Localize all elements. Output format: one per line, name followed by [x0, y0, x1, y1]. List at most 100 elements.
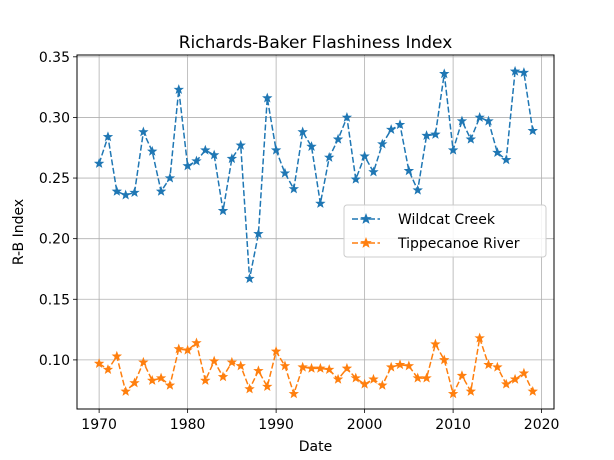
series-0 — [93, 65, 538, 284]
data-point — [217, 205, 229, 216]
ticks: 1970 1980 1990 2000 2010 2020 0.10 0.15 0.20 0.25… — [39, 50, 560, 433]
data-point — [235, 139, 246, 150]
y-tick-label: 0.35 — [39, 50, 70, 66]
data-point — [315, 198, 326, 208]
data-point — [456, 115, 468, 126]
y-axis-label: R-B Index — [11, 199, 27, 265]
data-point — [253, 228, 264, 239]
data-point — [138, 356, 149, 367]
data-point — [111, 350, 123, 361]
data-point — [492, 361, 503, 372]
data-point — [403, 360, 415, 371]
data-point — [244, 383, 255, 394]
data-point — [447, 144, 459, 155]
x-axis-label: Date — [299, 439, 332, 455]
legend-label-tippecanoe-river: Tippecanoe River — [397, 236, 520, 252]
data-point — [474, 111, 485, 122]
data-point — [518, 67, 530, 77]
data-point — [111, 185, 123, 196]
data-point — [155, 372, 167, 383]
legend: Wildcat Creek Tippecanoe River — [343, 204, 547, 258]
data-point — [288, 388, 300, 399]
legend-marker-wildcat-creek — [360, 212, 372, 224]
data-point — [129, 377, 140, 388]
data-point — [341, 111, 353, 122]
data-point — [324, 364, 335, 375]
data-point — [350, 173, 361, 184]
data-point — [341, 362, 353, 373]
data-point — [226, 356, 238, 367]
data-point — [403, 165, 415, 176]
x-tick-label: 1970 — [81, 417, 117, 433]
data-point — [483, 359, 494, 370]
data-point — [200, 144, 211, 155]
data-point — [359, 150, 370, 161]
data-point — [262, 92, 273, 103]
data-point — [465, 385, 477, 396]
data-point — [297, 361, 308, 372]
series-layer — [93, 65, 538, 399]
data-point — [129, 187, 140, 198]
data-point — [492, 147, 503, 158]
data-point — [439, 354, 450, 365]
data-point — [200, 375, 211, 385]
x-tick-label: 1980 — [170, 417, 206, 433]
x-tick-label: 2000 — [347, 417, 383, 433]
data-point — [164, 379, 176, 390]
legend-label-wildcat-creek: Wildcat Creek — [398, 212, 496, 228]
data-point — [120, 385, 131, 396]
data-point — [315, 362, 326, 373]
series-1 — [93, 332, 538, 399]
data-point — [368, 373, 379, 384]
data-point — [297, 126, 308, 137]
grid — [77, 55, 554, 409]
x-tick-label: 2010 — [435, 417, 471, 433]
legend-marker-tippecanoe-river — [360, 236, 372, 248]
data-point — [208, 149, 220, 160]
data-point — [527, 125, 538, 136]
data-point — [430, 128, 441, 139]
data-point — [474, 332, 485, 343]
data-point — [483, 115, 494, 126]
data-point — [288, 183, 300, 194]
data-point — [332, 373, 344, 384]
data-point — [385, 361, 397, 372]
data-point — [155, 185, 167, 196]
data-point — [518, 367, 530, 378]
data-point — [93, 158, 105, 168]
legend-box — [343, 204, 547, 258]
data-point — [182, 160, 193, 171]
data-point — [173, 343, 184, 354]
y-tick-label: 0.10 — [39, 353, 70, 369]
data-point — [102, 364, 114, 375]
data-point — [527, 385, 538, 396]
data-point — [270, 144, 282, 155]
data-point — [412, 372, 423, 383]
data-point — [439, 68, 450, 79]
data-point — [509, 65, 521, 76]
data-point — [279, 360, 291, 371]
data-point — [306, 141, 317, 151]
data-point — [262, 381, 273, 391]
data-point — [102, 131, 114, 142]
data-point — [147, 145, 158, 156]
legend-entry-tippecanoe-river: Tippecanoe River — [352, 236, 520, 252]
chart-title: Richards-Baker Flashiness Index — [179, 33, 453, 53]
data-point — [306, 362, 317, 373]
data-point — [394, 359, 406, 370]
data-point — [421, 130, 432, 141]
data-point — [270, 345, 282, 356]
y-tick-label: 0.20 — [39, 232, 70, 248]
data-point — [279, 167, 291, 178]
data-point — [235, 360, 246, 371]
data-point — [324, 151, 335, 162]
data-point — [182, 344, 193, 355]
data-point — [191, 337, 202, 348]
data-point — [421, 372, 432, 383]
data-point — [501, 154, 512, 165]
data-point — [377, 379, 388, 390]
y-tick-label: 0.30 — [39, 110, 70, 126]
data-point — [465, 133, 477, 144]
data-point — [253, 365, 264, 376]
